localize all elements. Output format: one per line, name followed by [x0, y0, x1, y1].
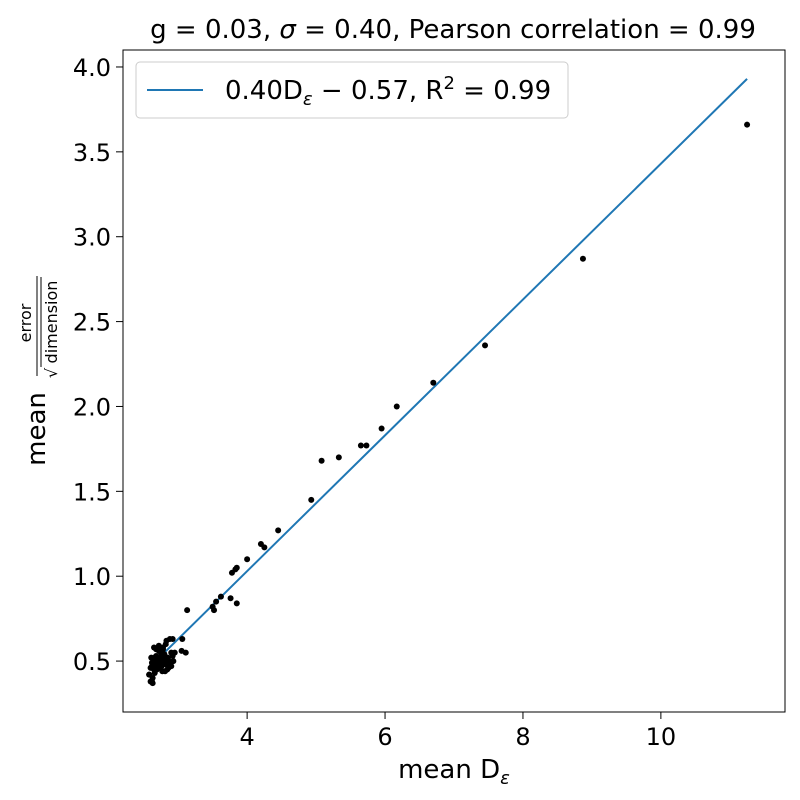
legend-label-coef: 0.40D	[225, 76, 303, 106]
y-tick-label: 2.0	[73, 393, 111, 421]
data-point	[159, 646, 166, 653]
x-axis-label-sub: ε	[500, 768, 510, 789]
data-point	[148, 654, 155, 661]
data-point	[151, 644, 158, 651]
y-tick-label: 2.5	[73, 309, 111, 337]
y-axis-label-root: √	[42, 367, 61, 378]
legend-label-mid: − 0.57, R	[313, 76, 444, 106]
data-point	[228, 569, 235, 576]
x-tick-label: 10	[646, 723, 677, 751]
data-point	[357, 442, 364, 449]
data-point	[147, 678, 154, 685]
legend: 0.40Dε − 0.57, R2 = 0.99	[135, 61, 569, 119]
fit-line	[151, 78, 748, 666]
y-tick-label: 3.5	[73, 139, 111, 167]
data-point	[151, 669, 158, 676]
y-tick-label: 3.0	[73, 224, 111, 252]
data-point	[158, 663, 165, 670]
data-point	[378, 425, 385, 432]
data-point	[335, 454, 342, 461]
data-point	[209, 603, 216, 610]
x-tick-label: 4	[239, 723, 254, 751]
data-point	[179, 636, 186, 643]
legend-label-end: = 0.99	[455, 76, 551, 106]
data-point	[166, 661, 173, 668]
data-point	[182, 649, 189, 656]
legend-label-sup: 2	[443, 73, 454, 94]
data-point	[363, 442, 370, 449]
data-point	[482, 342, 489, 349]
y-axis-label-main: mean	[22, 392, 52, 466]
legend-label-sub: ε	[303, 89, 313, 110]
data-point	[308, 496, 315, 503]
chart-title: g = 0.03, σ = 0.40, Pearson correlation …	[150, 15, 756, 45]
y-axis-label: mean error √ dimension	[16, 276, 61, 466]
y-axis-label-denominator: dimension	[42, 281, 61, 364]
y-axis-label-numerator: error	[16, 303, 35, 342]
data-point	[169, 652, 176, 659]
data-point	[744, 121, 751, 128]
x-axis-label-main: mean D	[398, 755, 500, 785]
data-point	[393, 403, 400, 410]
axes-frame	[122, 49, 786, 713]
legend-label: 0.40Dε − 0.57, R2 = 0.99	[225, 73, 551, 110]
data-point	[162, 668, 169, 675]
data-point	[227, 595, 234, 602]
data-point	[257, 540, 264, 547]
data-point	[579, 255, 586, 262]
y-tick-label: 1.5	[73, 478, 111, 506]
x-tick-label: 8	[515, 723, 530, 751]
plot-area	[123, 50, 785, 712]
y-tick-label: 1.0	[73, 563, 111, 591]
data-point	[146, 671, 153, 678]
chart-title-sigma: σ	[279, 15, 297, 45]
scatter-points	[146, 121, 751, 687]
chart-title-prefix: g = 0.03,	[150, 15, 279, 45]
data-point	[275, 527, 282, 534]
data-point	[233, 600, 240, 607]
data-point	[430, 379, 437, 386]
data-point	[318, 457, 325, 464]
data-point	[217, 593, 224, 600]
y-tick-label: 4.0	[73, 54, 111, 82]
x-axis-label: mean Dε	[398, 755, 510, 789]
data-point	[164, 654, 171, 661]
data-point	[148, 663, 155, 670]
x-tick-label: 6	[377, 723, 392, 751]
data-point	[184, 607, 191, 614]
y-axis-ticks: 0.5 1.0 1.5 2.0 2.5 3.0 3.5 4.0	[73, 54, 123, 676]
data-point	[244, 556, 251, 563]
x-axis-ticks: 4 6 8 10	[239, 712, 676, 751]
data-point	[213, 598, 220, 605]
chart-title-suffix: = 0.40, Pearson correlation = 0.99	[296, 15, 756, 45]
legend-box	[135, 61, 569, 119]
y-tick-label: 0.5	[73, 648, 111, 676]
